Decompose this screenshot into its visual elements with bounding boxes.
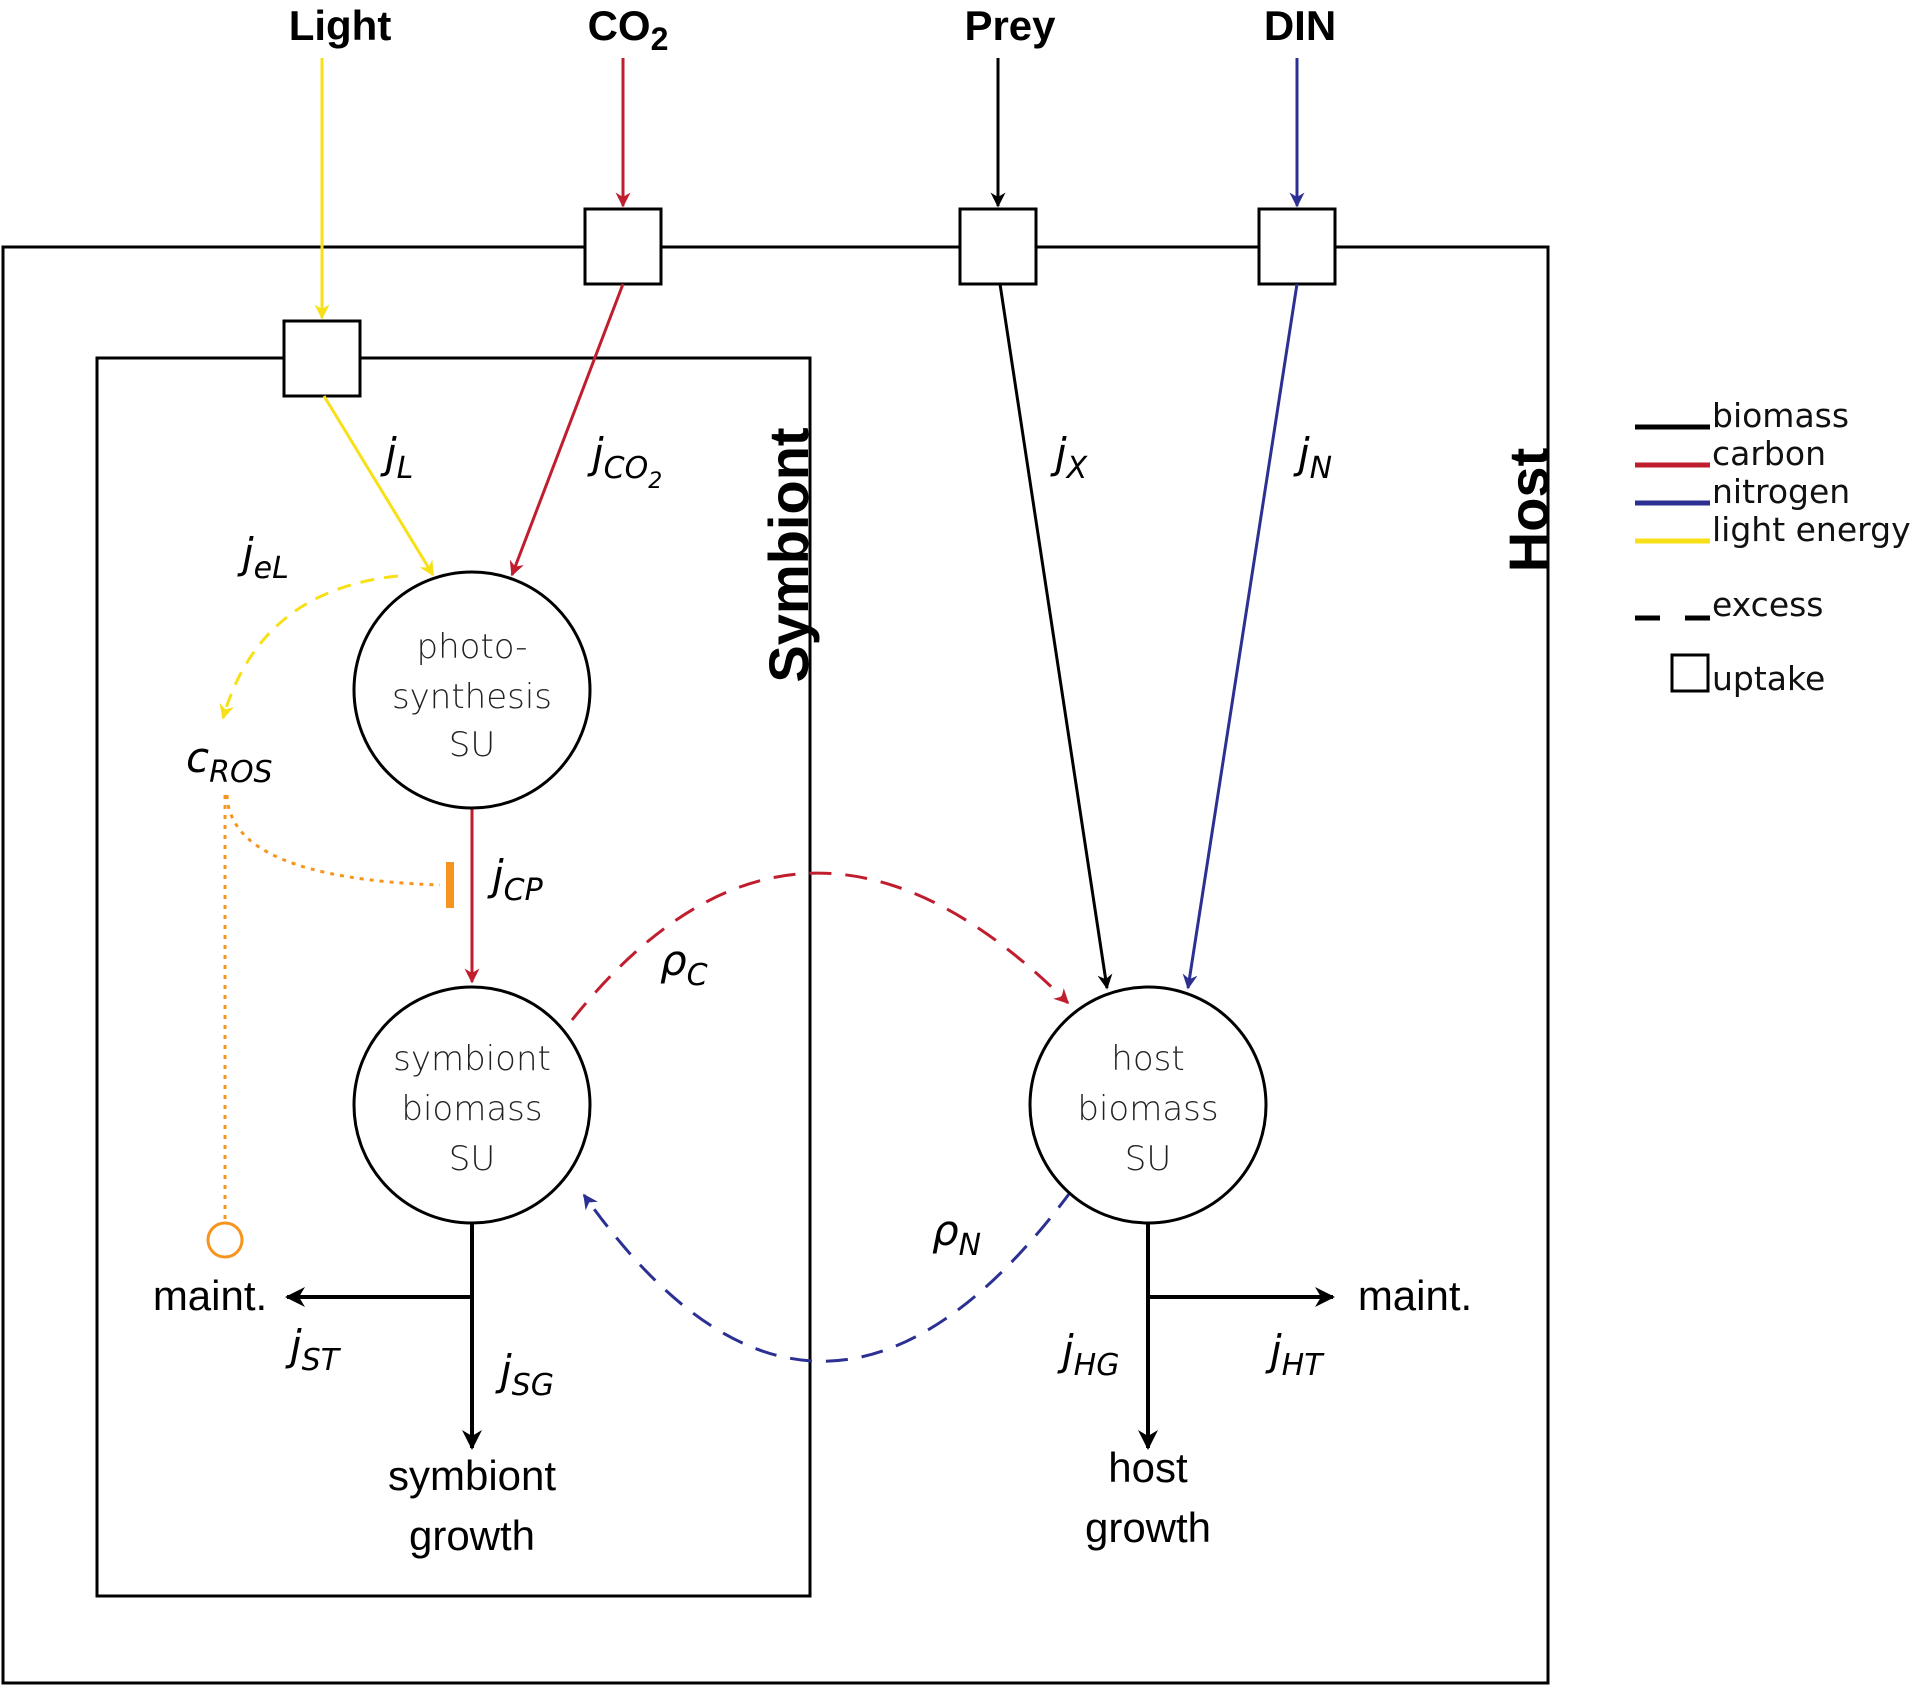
light-uptake-box bbox=[282, 319, 362, 398]
host-compartment bbox=[1, 245, 1550, 1685]
flux-jN: jN bbox=[1293, 429, 1332, 486]
co2-uptake-box bbox=[583, 207, 663, 286]
legend-biomass-label: biomass bbox=[1712, 396, 1849, 435]
input-co2-label: CO2 bbox=[588, 2, 669, 57]
photosynthesis-su-line1: photo- bbox=[417, 627, 528, 667]
flux-jeL: jeL bbox=[237, 529, 289, 586]
jCO2-arrow bbox=[509, 283, 625, 577]
input-din-label: DIN bbox=[1264, 2, 1336, 49]
host-biomass-su-line1: host bbox=[1111, 1039, 1184, 1079]
symbiont-biomass-su-line1: symbiont bbox=[393, 1039, 551, 1079]
flux-jCP: jCP bbox=[487, 851, 544, 908]
photosynthesis-su bbox=[352, 570, 592, 810]
symbiont-compartment bbox=[95, 356, 812, 1598]
legend-uptake-swatch bbox=[1670, 653, 1710, 693]
flux-jST: jST bbox=[285, 1321, 342, 1378]
ros-inhibition-line bbox=[225, 794, 441, 887]
ros-maintenance-circle bbox=[206, 1221, 244, 1259]
host-growth-line2: growth bbox=[1085, 1504, 1211, 1551]
symbiont-title: Symbiont bbox=[757, 427, 820, 682]
jeL-excess-arrow bbox=[219, 574, 399, 720]
photosynthesis-su-line2: synthesis bbox=[392, 677, 552, 717]
jN-arrow bbox=[1182, 283, 1299, 990]
input-prey-label: Prey bbox=[964, 2, 1056, 49]
host-maint-label: maint. bbox=[1358, 1272, 1472, 1319]
flux-jX: jX bbox=[1050, 429, 1089, 486]
flux-rhoC: ρC bbox=[660, 936, 708, 993]
flux-jHT: jHT bbox=[1265, 1326, 1325, 1383]
flux-jL: jL bbox=[380, 429, 413, 486]
legend-uptake-label: uptake bbox=[1712, 659, 1825, 698]
symbiont-maint-label: maint. bbox=[153, 1272, 267, 1319]
symbiont-growth-line2: growth bbox=[409, 1512, 535, 1559]
legend-excess-label: excess bbox=[1712, 585, 1824, 624]
host-title: Host bbox=[1497, 448, 1560, 572]
flux-jSG: jSG bbox=[495, 1346, 554, 1403]
symbiont-biomass-su-line3: SU bbox=[449, 1139, 495, 1179]
rhoN-excess-arrow bbox=[582, 1189, 1074, 1363]
flux-cROS: cROS bbox=[186, 733, 273, 790]
host-growth-line1: host bbox=[1108, 1444, 1188, 1491]
prey-uptake-box bbox=[958, 207, 1038, 286]
legend-nitrogen-label: nitrogen bbox=[1712, 472, 1850, 511]
jX-arrow bbox=[998, 283, 1113, 990]
input-light-label: Light bbox=[289, 2, 392, 49]
rhoC-excess-arrow bbox=[570, 871, 1070, 1021]
photosynthesis-su-line3: SU bbox=[449, 725, 495, 765]
flux-rhoN: ρN bbox=[932, 1206, 981, 1263]
flux-jHG: jHG bbox=[1057, 1326, 1119, 1383]
legend-carbon-label: carbon bbox=[1712, 434, 1826, 473]
legend-light-label: light energy bbox=[1712, 510, 1910, 549]
din-uptake-box bbox=[1257, 207, 1337, 286]
host-biomass-su-line3: SU bbox=[1125, 1139, 1171, 1179]
jL-arrow bbox=[322, 395, 435, 577]
symbiont-biomass-su-line2: biomass bbox=[401, 1089, 542, 1129]
symbiont-growth-line1: symbiont bbox=[388, 1452, 556, 1499]
host-biomass-su-line2: biomass bbox=[1077, 1089, 1218, 1129]
flux-jCO2: jCO2 bbox=[587, 429, 662, 494]
legend: biomass carbon nitrogen light energy exc… bbox=[1635, 396, 1910, 698]
